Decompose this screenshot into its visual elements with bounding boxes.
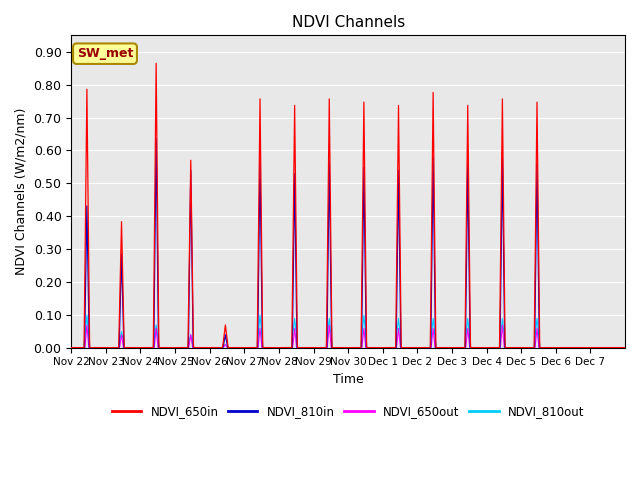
X-axis label: Time: Time (333, 373, 364, 386)
Title: NDVI Channels: NDVI Channels (291, 15, 404, 30)
Y-axis label: NDVI Channels (W/m2/nm): NDVI Channels (W/m2/nm) (15, 108, 28, 275)
Text: SW_met: SW_met (77, 47, 133, 60)
Legend: NDVI_650in, NDVI_810in, NDVI_650out, NDVI_810out: NDVI_650in, NDVI_810in, NDVI_650out, NDV… (107, 400, 589, 423)
